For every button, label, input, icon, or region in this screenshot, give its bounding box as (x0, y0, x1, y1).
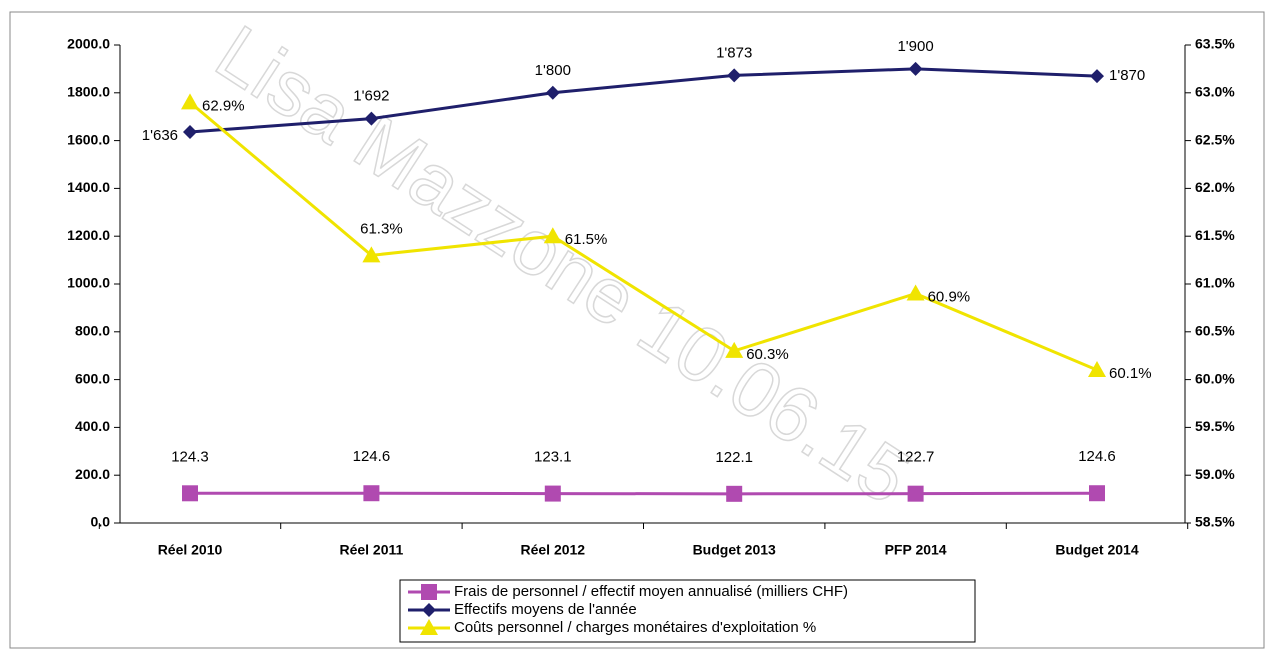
x-tick-label: Budget 2014 (1055, 542, 1138, 558)
marker (908, 61, 923, 76)
y-tick-label: 1600.0 (67, 131, 110, 147)
data-label: 1'873 (716, 44, 752, 61)
data-label: 122.1 (715, 449, 753, 466)
watermark: Lisa Mazzone 10.06.15 (201, 8, 925, 521)
marker (181, 93, 199, 110)
x-tick-label: Réel 2010 (158, 542, 223, 558)
data-label: 124.6 (1078, 448, 1116, 465)
marker (1090, 69, 1104, 84)
series-line (189, 491, 1098, 496)
data-label: 1'800 (535, 62, 571, 79)
marker (907, 485, 924, 502)
legend: Frais de personnel / effectif moyen annu… (399, 579, 976, 643)
y2-tick-label: 60.5% (1195, 323, 1235, 339)
y-tick-label: 1400.0 (67, 179, 110, 195)
series-line (189, 67, 1098, 134)
y2-tick-label: 62.5% (1195, 131, 1235, 147)
y-tick-label: 1800.0 (67, 84, 110, 100)
marker (725, 341, 744, 358)
y2-tick-label: 62.0% (1195, 179, 1235, 195)
y-tick-label: 800.0 (75, 323, 110, 339)
y2-tick-label: 59.0% (1195, 466, 1235, 482)
marker (1089, 485, 1105, 502)
marker (364, 111, 379, 126)
x-tick-label: Réel 2012 (520, 542, 585, 558)
y2-tick-label: 60.0% (1195, 370, 1235, 386)
data-label: 124.6 (353, 448, 391, 465)
y2-tick-label: 58.5% (1195, 514, 1235, 530)
y-tick-label: 2000.0 (67, 36, 110, 52)
data-label: 1'870 (1109, 67, 1145, 84)
x-tick-label: Budget 2013 (693, 542, 776, 558)
marker (422, 603, 436, 617)
legend-label: Coûts personnel / charges monétaires d'e… (454, 619, 816, 636)
data-label: 1'636 (142, 127, 178, 144)
data-label: 123.1 (534, 449, 572, 466)
data-label: 60.9% (928, 289, 971, 306)
marker (727, 68, 742, 83)
series-line (189, 101, 1098, 372)
data-label: 1'692 (353, 88, 389, 105)
y2-tick-label: 59.5% (1195, 418, 1235, 434)
marker (362, 246, 381, 263)
y-tick-label: 200.0 (75, 466, 110, 482)
y-tick-label: 600.0 (75, 370, 110, 386)
data-label: 122.7 (897, 449, 935, 466)
marker (544, 485, 561, 502)
x-tick-label: PFP 2014 (885, 542, 947, 558)
y2-tick-label: 63.5% (1195, 36, 1235, 52)
legend-box (399, 579, 976, 643)
marker (906, 284, 925, 301)
chart-frame (9, 11, 1265, 649)
marker (421, 584, 437, 600)
marker (420, 619, 438, 635)
data-label: 1'900 (897, 38, 933, 55)
marker (183, 124, 197, 139)
y-tick-label: 1200.0 (67, 227, 110, 243)
y2-tick-label: 61.0% (1195, 275, 1235, 291)
data-label: 60.1% (1109, 365, 1152, 382)
y2-tick-label: 63.0% (1195, 84, 1235, 100)
y2-tick-label: 61.5% (1195, 227, 1235, 243)
x-tick-label: Réel 2011 (339, 542, 403, 558)
data-label: 60.3% (746, 346, 789, 363)
marker (363, 485, 380, 502)
y-tick-label: 1000.0 (67, 275, 110, 291)
legend-label: Frais de personnel / effectif moyen annu… (454, 583, 848, 600)
data-label: 124.3 (171, 448, 209, 465)
marker (545, 85, 560, 100)
marker (726, 485, 743, 502)
data-label: 62.9% (202, 97, 245, 114)
y-tick-label: 400.0 (75, 418, 110, 434)
data-label: 61.5% (565, 231, 608, 248)
legend-label: Effectifs moyens de l'année (454, 601, 637, 618)
data-label: 61.3% (360, 220, 403, 237)
marker (182, 485, 198, 502)
marker (1088, 361, 1106, 378)
marker (543, 227, 562, 244)
y-tick-label: 0.0 (91, 514, 111, 530)
